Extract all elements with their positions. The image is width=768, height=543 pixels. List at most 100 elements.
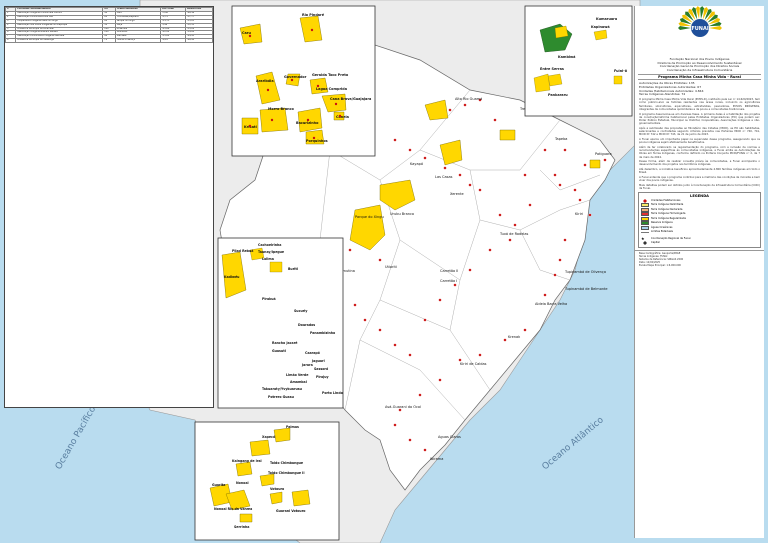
program-title: Programa Minha Casa Minha Vida - Rural bbox=[638, 74, 761, 81]
housing-point bbox=[523, 328, 527, 332]
label-geralda: Geralda Toco Preto bbox=[312, 73, 349, 77]
legend-label: Reserva Indígena bbox=[651, 221, 673, 225]
logo-feather bbox=[691, 7, 698, 20]
housing-point bbox=[563, 238, 567, 242]
housing-point bbox=[603, 158, 607, 162]
label-lalima: Lalima bbox=[262, 257, 274, 261]
housing-point bbox=[398, 408, 402, 412]
legend-label: Terra Indígena Declarada bbox=[651, 207, 683, 211]
housing-point bbox=[563, 148, 567, 152]
legend-label: Unidades Habitacionais bbox=[651, 198, 681, 202]
table-row: 8 Prefeitura Municipal de Tabatinga 70 Tiku… bbox=[5, 38, 213, 44]
label-dourados: Dourados bbox=[298, 323, 315, 327]
logo-feather bbox=[679, 18, 692, 25]
housing-point bbox=[423, 318, 427, 322]
inset-south[interactable]: Palmas Xapecó Kaingang de Irai Toldo Chi… bbox=[194, 421, 340, 541]
housing-point bbox=[353, 303, 357, 307]
legend-label: Águas Oceânicas bbox=[651, 225, 673, 229]
housing-point bbox=[583, 163, 587, 167]
label-carretao-i: Carretão I bbox=[440, 279, 457, 283]
label-cachoeirinha: Cachoeirinha bbox=[258, 243, 281, 247]
label-umutina: Umutina bbox=[340, 269, 355, 273]
housing-point bbox=[310, 28, 314, 32]
label-entre-serras: Entre Serras bbox=[540, 67, 564, 71]
housing-point bbox=[423, 156, 427, 160]
legend-label: Terra Indígena Regularizada bbox=[651, 216, 686, 220]
label-jarara: Jarara bbox=[301, 363, 313, 367]
table-cell: -69,94 bbox=[185, 38, 213, 44]
housing-point bbox=[312, 136, 316, 140]
paragraph: A Funai exerce um importante papel na su… bbox=[639, 137, 760, 145]
institution-header: Fundação Nacional dos Povos Indígenas Di… bbox=[635, 57, 764, 72]
housing-point bbox=[503, 338, 507, 342]
label-porto-lindo: Porto Lindo bbox=[322, 391, 344, 395]
label-amambai: Amambai bbox=[290, 380, 307, 384]
housing-point bbox=[408, 438, 412, 442]
paragraph: A Funai entende que o programa contribui… bbox=[639, 176, 760, 183]
inset-north-labels: Rio Pindaré Caru Araribóia Governador Ge… bbox=[242, 13, 372, 143]
label-krenak: Krenak bbox=[508, 335, 521, 339]
legend-swatch bbox=[641, 212, 649, 217]
inset-northeast[interactable]: Kumaruara Kapinawá Kambiwá Entre Serras … bbox=[524, 5, 633, 117]
legend-swatch bbox=[641, 225, 649, 230]
description-paragraphs: O programa Minha Casa Minha Vida Rural (… bbox=[635, 98, 764, 190]
credit-line: Escala Mapa Principal: 1:6.900.000 bbox=[639, 263, 681, 267]
label-arariboia: Araribóia bbox=[256, 79, 274, 83]
logo-feather bbox=[700, 6, 705, 20]
logo-feather bbox=[708, 18, 721, 25]
label-pankararu: Pankararu bbox=[548, 93, 568, 97]
label-kaxuyana: Kapinawá bbox=[591, 25, 610, 29]
legend-item: Terra Indígena Regularizada bbox=[641, 216, 758, 221]
label-votouro: Votouro bbox=[270, 487, 285, 491]
label-ibirama: Ibirama bbox=[430, 457, 443, 461]
housing-point bbox=[418, 393, 422, 397]
housing-point bbox=[453, 283, 457, 287]
label-lagoa-comprida: Lagoa Comprida bbox=[316, 87, 348, 91]
paragraph: Após a submissão das propostas ao Minist… bbox=[639, 126, 760, 137]
header-line-4: Coordenação de Infraestrutura Comunitári… bbox=[666, 67, 733, 72]
label-fulni-o: Fulni-ô bbox=[614, 69, 628, 73]
stat-line: Unidades Habitacionais Autorizadas: 4.84… bbox=[639, 88, 704, 93]
funai-logo: FUNAI bbox=[678, 6, 722, 37]
label-rio-pindare: Rio Pindaré bbox=[302, 13, 325, 17]
label-pilad-rebua: Pilad Rebuá bbox=[232, 249, 253, 253]
inset-north[interactable]: Rio Pindaré Caru Araribóia Governador Ge… bbox=[231, 5, 376, 157]
label-potiguara: Potiguara bbox=[595, 152, 612, 156]
logo-feather bbox=[702, 7, 709, 20]
housing-point bbox=[493, 118, 497, 122]
label-las-casas: Las Casas bbox=[435, 175, 453, 179]
housing-point bbox=[393, 138, 397, 142]
header-line-3: Coordenação Geral de Promoção dos Direit… bbox=[659, 64, 740, 69]
label-tapeba: Tapeba bbox=[554, 137, 567, 141]
label-sassoro: Sassoró bbox=[314, 367, 329, 371]
logo-feather bbox=[709, 26, 722, 30]
housing-point bbox=[553, 173, 557, 177]
paragraph: Desse forma, além de realizar consulta p… bbox=[639, 160, 760, 167]
label-urubu-branco: Urubu Branco bbox=[390, 212, 414, 216]
housing-point bbox=[468, 183, 472, 187]
legend-item: Unidades Habitacionais bbox=[641, 198, 758, 203]
housing-point bbox=[458, 173, 462, 177]
legend-label: Terra Indígena Homologada bbox=[651, 212, 686, 216]
housing-point bbox=[543, 293, 547, 297]
legend-item: Reserva Indígena bbox=[641, 221, 758, 226]
housing-point bbox=[443, 166, 447, 170]
label-limao-verde: Limão Verde bbox=[286, 373, 308, 377]
table-cell: 70 bbox=[102, 38, 116, 44]
label-canela: Canela bbox=[336, 115, 350, 119]
housing-point bbox=[458, 358, 462, 362]
label-carretao-ii: Carretão II bbox=[440, 269, 458, 273]
housing-point bbox=[248, 124, 252, 128]
stat-line: Terras Indígenas Atendidas: 74 bbox=[639, 92, 686, 97]
legend-swatch bbox=[641, 203, 649, 208]
housing-point bbox=[478, 188, 482, 192]
label-kaingang-irai: Kaingang de Irai bbox=[232, 459, 262, 463]
label-tupinamba-belmonte: Tupinambá de Belmonte bbox=[564, 287, 608, 291]
inset-center[interactable]: Pilad Rebuá Cachoeirinha Taunay/Ipegue L… bbox=[217, 237, 344, 409]
legend-label: Terra Indígena Delimitada bbox=[651, 203, 684, 207]
logo-feather bbox=[695, 6, 700, 20]
legend-label: Limites Estaduais bbox=[651, 230, 673, 234]
label-serrinha: Serrinha bbox=[234, 525, 249, 529]
label-bacurizinho: Bacurizinho bbox=[296, 121, 319, 125]
label-xapeco: Xapecó bbox=[262, 435, 276, 439]
